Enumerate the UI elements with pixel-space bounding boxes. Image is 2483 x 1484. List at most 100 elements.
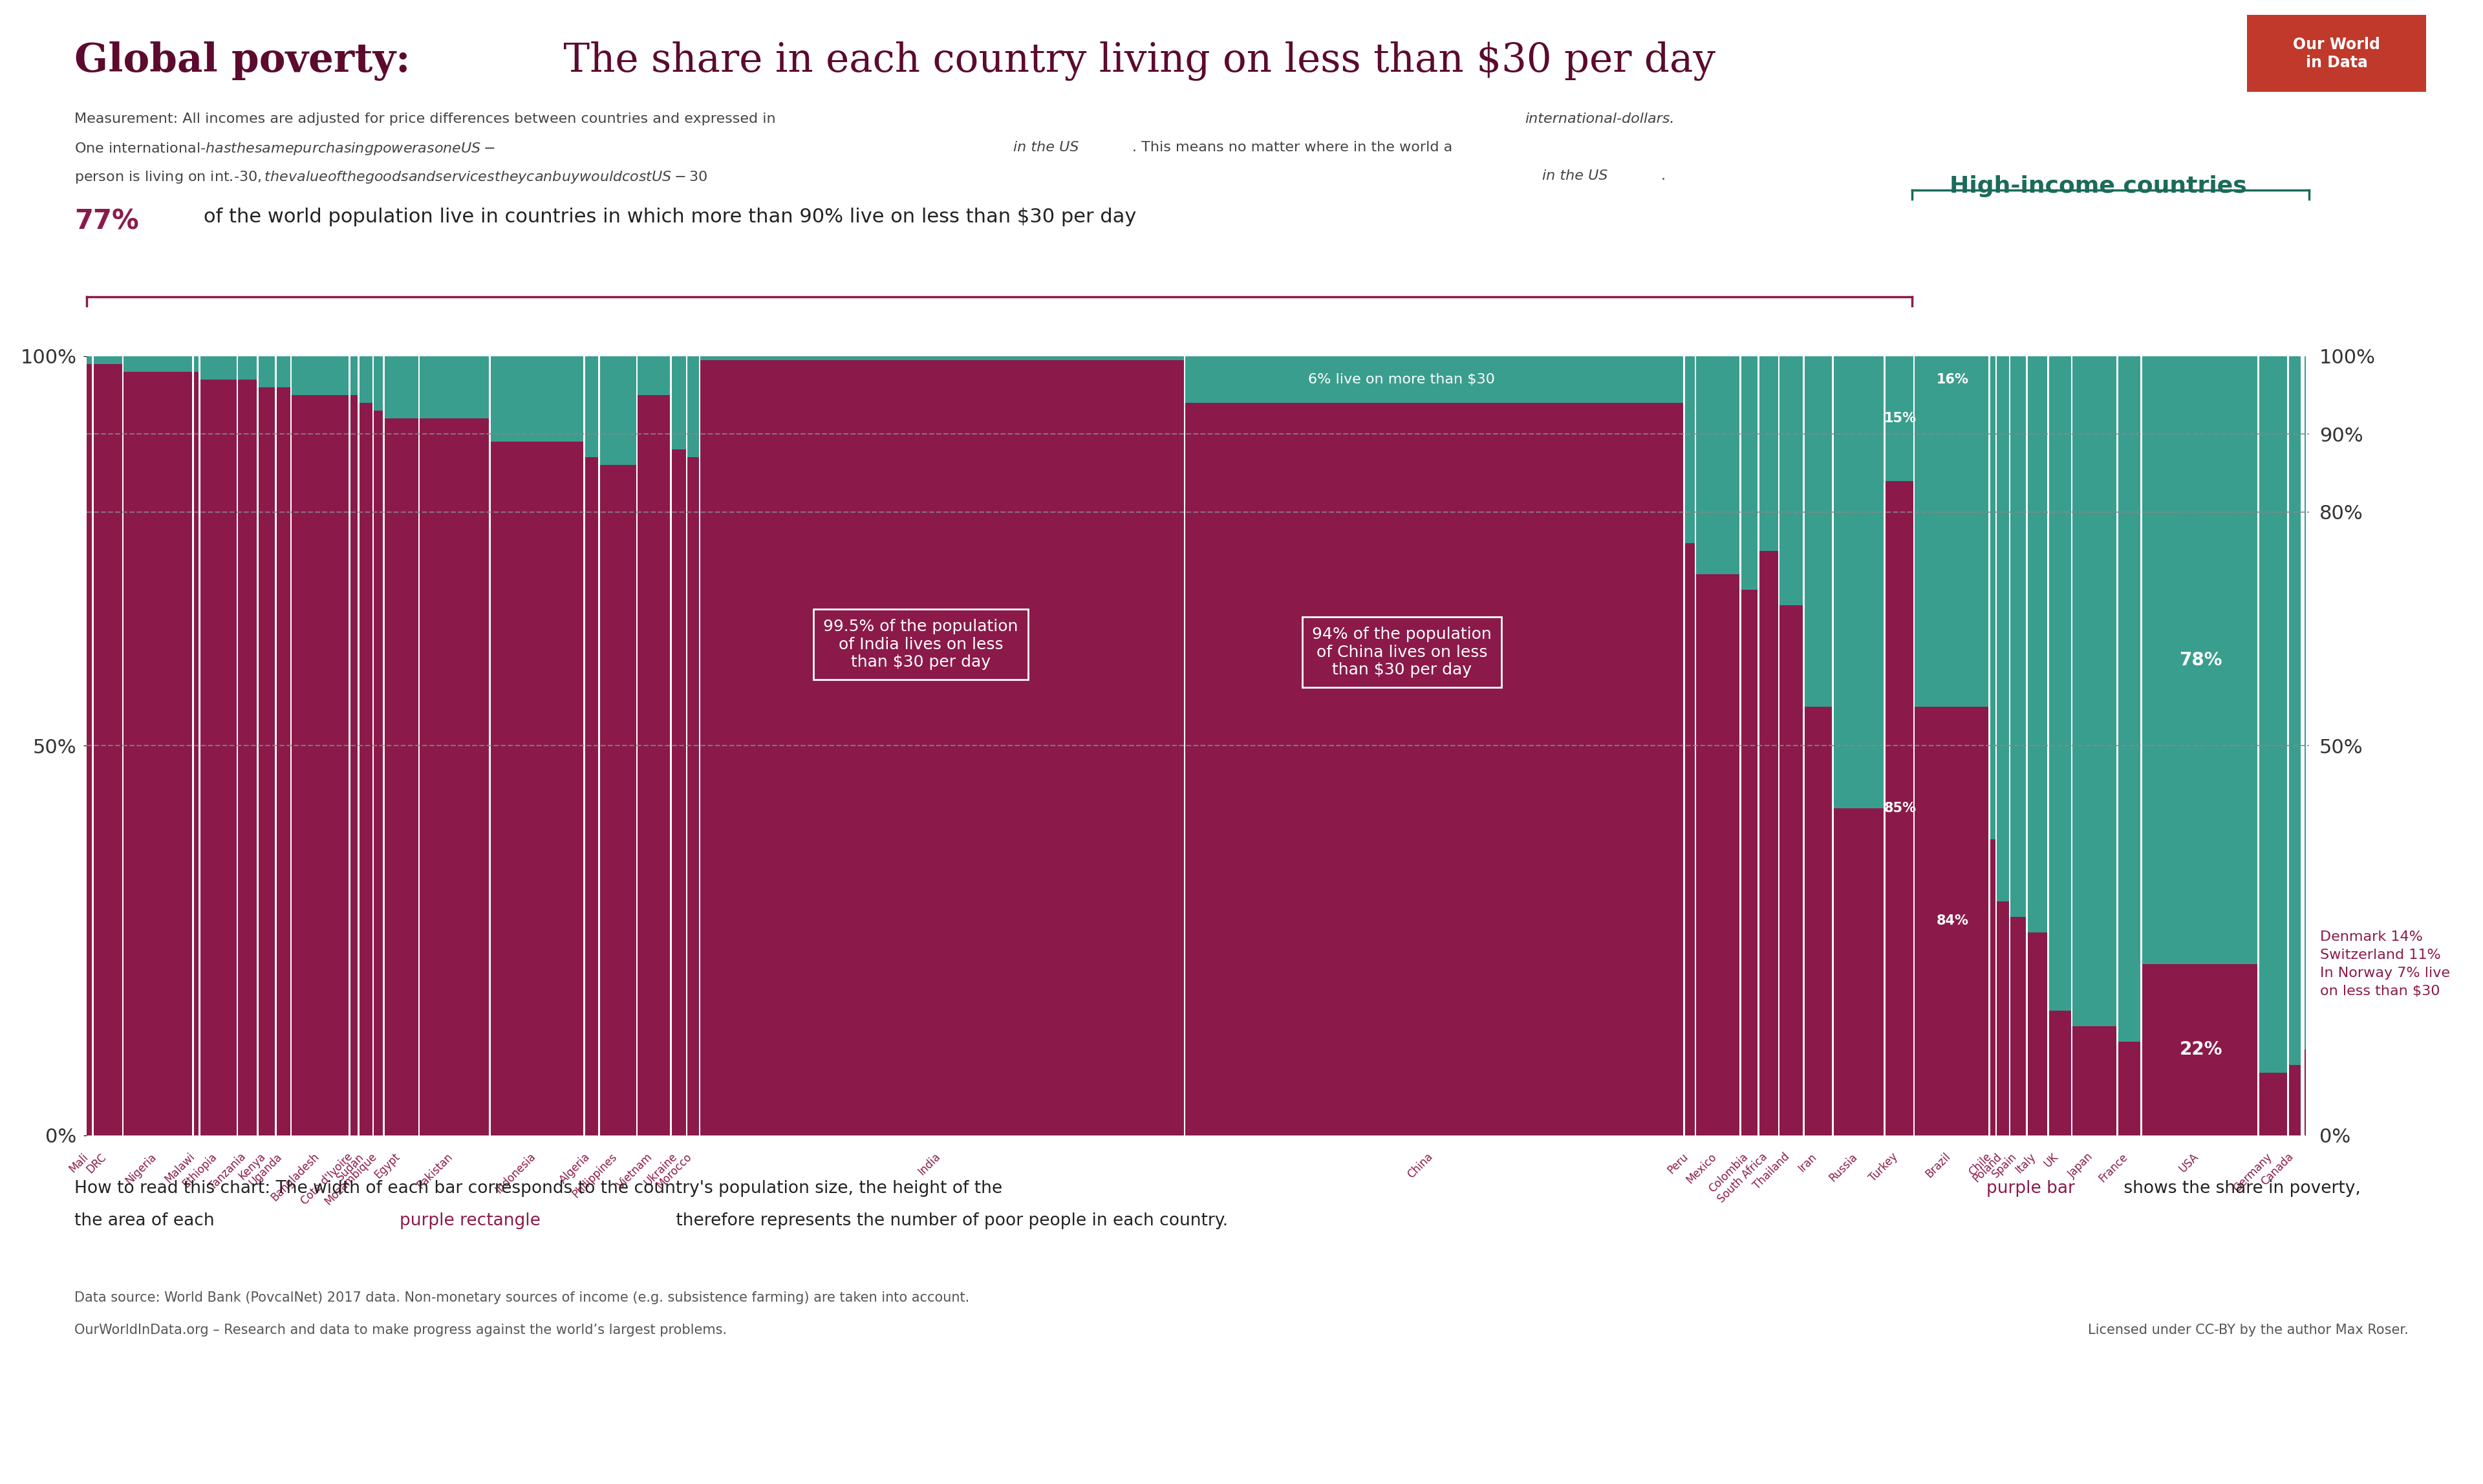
Bar bbox=[293, 356, 348, 395]
Text: Brazil: Brazil bbox=[1924, 1152, 1952, 1180]
Text: Measurement: All incomes are adjusted for price differences between countries an: Measurement: All incomes are adjusted fo… bbox=[74, 113, 780, 126]
Bar bbox=[1914, 356, 1989, 1135]
Text: Tanzania: Tanzania bbox=[206, 1152, 248, 1192]
Bar bbox=[2289, 356, 2302, 1135]
Text: UK: UK bbox=[2041, 1152, 2061, 1169]
Text: Kenya: Kenya bbox=[236, 1152, 268, 1183]
Text: 99.5% of the population
of India lives on less
than $30 per day: 99.5% of the population of India lives o… bbox=[824, 619, 1018, 671]
Text: therefore represents the number of poor people in each country.: therefore represents the number of poor … bbox=[670, 1212, 1229, 1229]
Text: USA: USA bbox=[2178, 1152, 2200, 1175]
Text: the area of each: the area of each bbox=[74, 1212, 221, 1229]
Bar bbox=[385, 356, 417, 1135]
Bar bbox=[2011, 917, 2026, 1135]
Text: Global poverty:: Global poverty: bbox=[74, 42, 410, 82]
Text: 6% live on more than $30: 6% live on more than $30 bbox=[1309, 372, 1495, 386]
Bar bbox=[1835, 356, 1885, 807]
Text: Cote d'Ivoire: Cote d'Ivoire bbox=[298, 1152, 355, 1206]
Text: Nigeria: Nigeria bbox=[124, 1152, 159, 1186]
Bar bbox=[638, 356, 670, 395]
Text: Mali: Mali bbox=[67, 1152, 89, 1174]
Bar bbox=[2260, 1073, 2287, 1135]
Text: Canada: Canada bbox=[2260, 1152, 2297, 1187]
Text: international-dollars.: international-dollars. bbox=[1525, 113, 1674, 126]
Bar bbox=[375, 356, 382, 1135]
Text: Philippines: Philippines bbox=[569, 1152, 618, 1201]
Bar bbox=[673, 356, 685, 450]
Text: Denmark 14%
Switzerland 11%
In Norway 7% live
on less than $30: Denmark 14% Switzerland 11% In Norway 7%… bbox=[2319, 930, 2451, 997]
Bar bbox=[1996, 902, 2009, 1135]
Text: Mexico: Mexico bbox=[1683, 1152, 1718, 1186]
Bar bbox=[1914, 356, 1989, 706]
Text: High-income countries: High-income countries bbox=[1949, 175, 2247, 197]
Text: India: India bbox=[916, 1152, 944, 1178]
Bar bbox=[124, 356, 191, 1135]
Bar bbox=[1780, 356, 1803, 605]
Text: OurWorldInData.org – Research and data to make progress against the world’s larg: OurWorldInData.org – Research and data t… bbox=[74, 1324, 728, 1337]
Bar bbox=[2118, 356, 2140, 1135]
Bar bbox=[420, 356, 489, 418]
Text: Data source: World Bank (PovcalNet) 2017 data. Non-monetary sources of income (e: Data source: World Bank (PovcalNet) 2017… bbox=[74, 1291, 968, 1304]
Bar bbox=[350, 356, 358, 395]
Bar bbox=[194, 356, 199, 1135]
Text: 94% of the population
of China lives on less
than $30 per day: 94% of the population of China lives on … bbox=[1311, 626, 1492, 678]
Bar bbox=[1741, 356, 1758, 1135]
Text: Colombia: Colombia bbox=[1706, 1152, 1751, 1195]
Bar bbox=[258, 356, 276, 1135]
Text: How to read this chart: The width of each bar corresponds to the country's popul: How to read this chart: The width of eac… bbox=[74, 1180, 1008, 1196]
Bar bbox=[601, 356, 636, 466]
Text: Malawi: Malawi bbox=[164, 1152, 196, 1186]
Text: Russia: Russia bbox=[1827, 1152, 1860, 1184]
Bar bbox=[201, 356, 236, 380]
Bar bbox=[1805, 356, 1832, 706]
Bar bbox=[350, 356, 358, 1135]
Text: 15%: 15% bbox=[1885, 413, 1917, 424]
Text: Our World
in Data: Our World in Data bbox=[2292, 37, 2381, 70]
Text: Spain: Spain bbox=[1989, 1152, 2019, 1180]
Bar bbox=[293, 356, 348, 1135]
Text: Ukraine: Ukraine bbox=[643, 1152, 680, 1189]
Bar bbox=[492, 356, 584, 442]
Bar bbox=[1805, 356, 1832, 1135]
Bar bbox=[124, 356, 191, 372]
Bar bbox=[1696, 356, 1741, 574]
Bar bbox=[87, 356, 92, 1135]
Text: 16%: 16% bbox=[1937, 372, 1969, 386]
Text: France: France bbox=[2096, 1152, 2130, 1184]
Bar bbox=[2048, 356, 2071, 1135]
Bar bbox=[2118, 1042, 2140, 1135]
Text: 85%: 85% bbox=[1885, 801, 1917, 815]
Bar bbox=[586, 356, 598, 1135]
Bar bbox=[375, 356, 382, 411]
Bar bbox=[2073, 356, 2116, 1135]
Text: of the world population live in countries in which more than 90% live on less th: of the world population live in countrie… bbox=[204, 208, 1137, 227]
Text: The share in each country living on less than $30 per day: The share in each country living on less… bbox=[551, 42, 1716, 82]
Bar bbox=[1991, 356, 1996, 1135]
Bar bbox=[258, 356, 276, 387]
Text: 77%: 77% bbox=[74, 208, 139, 234]
Text: person is living on int.-$30, the value of the goods and services they can buy w: person is living on int.-$30, the value … bbox=[74, 169, 708, 184]
Text: Iran: Iran bbox=[1795, 1152, 1820, 1174]
Bar bbox=[2143, 965, 2257, 1135]
Bar bbox=[1760, 356, 1778, 1135]
Bar bbox=[87, 356, 92, 364]
Bar bbox=[1996, 356, 2009, 1135]
Text: DRC: DRC bbox=[84, 1152, 109, 1175]
Bar bbox=[2029, 933, 2046, 1135]
Bar bbox=[1835, 356, 1885, 1135]
Bar bbox=[2260, 356, 2287, 1135]
Bar bbox=[238, 356, 256, 1135]
Bar bbox=[94, 356, 122, 1135]
Bar bbox=[638, 356, 670, 1135]
Text: Algeria: Algeria bbox=[559, 1152, 593, 1186]
Bar bbox=[700, 356, 1184, 361]
Bar bbox=[1741, 356, 1758, 591]
Text: Thailand: Thailand bbox=[1751, 1152, 1793, 1192]
Text: Egypt: Egypt bbox=[372, 1152, 402, 1181]
Text: .: . bbox=[1661, 169, 1666, 183]
Text: Vietnam: Vietnam bbox=[616, 1152, 656, 1190]
Bar bbox=[1184, 356, 1683, 404]
Bar bbox=[276, 356, 291, 1135]
Bar bbox=[1991, 840, 1996, 1135]
Text: China: China bbox=[1405, 1152, 1435, 1181]
Text: Bangladesh: Bangladesh bbox=[268, 1152, 320, 1204]
